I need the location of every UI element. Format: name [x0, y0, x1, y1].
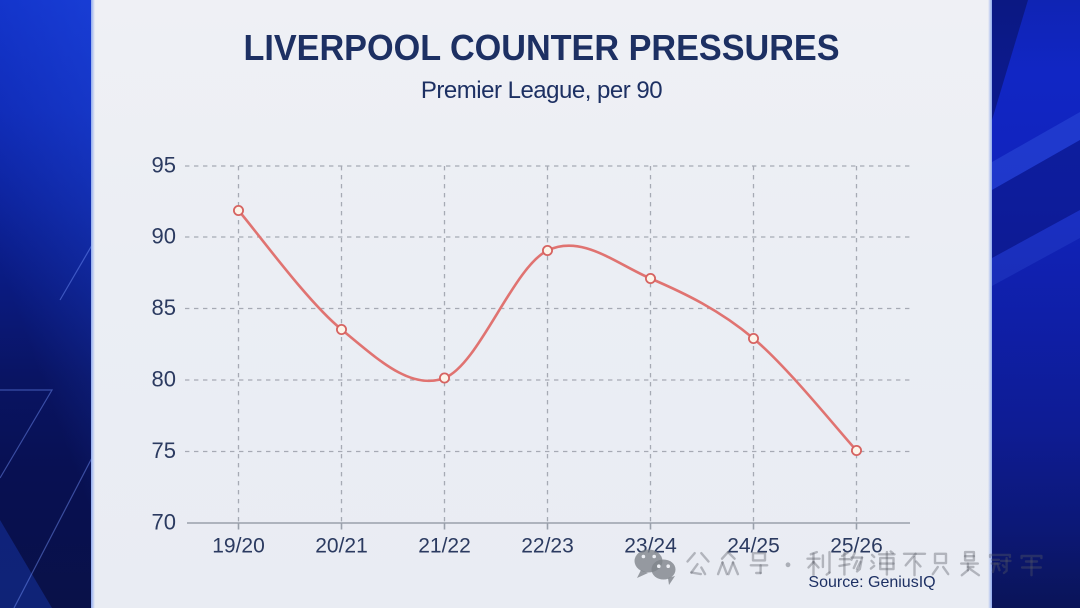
svg-text:24/25: 24/25	[727, 535, 780, 558]
svg-text:85: 85	[152, 295, 176, 320]
svg-text:80: 80	[152, 367, 176, 392]
svg-text:23/24: 23/24	[624, 535, 677, 558]
svg-text:22/23: 22/23	[521, 535, 574, 558]
svg-text:75: 75	[152, 438, 176, 463]
svg-text:25/26: 25/26	[830, 535, 883, 558]
svg-text:70: 70	[152, 510, 176, 535]
svg-text:21/22: 21/22	[418, 535, 471, 558]
svg-text:Source: GeniusIQ: Source: GeniusIQ	[808, 574, 935, 591]
svg-text:19/20: 19/20	[212, 535, 265, 558]
svg-text:95: 95	[152, 153, 176, 178]
svg-text:90: 90	[152, 224, 176, 249]
svg-text:20/21: 20/21	[315, 535, 368, 558]
